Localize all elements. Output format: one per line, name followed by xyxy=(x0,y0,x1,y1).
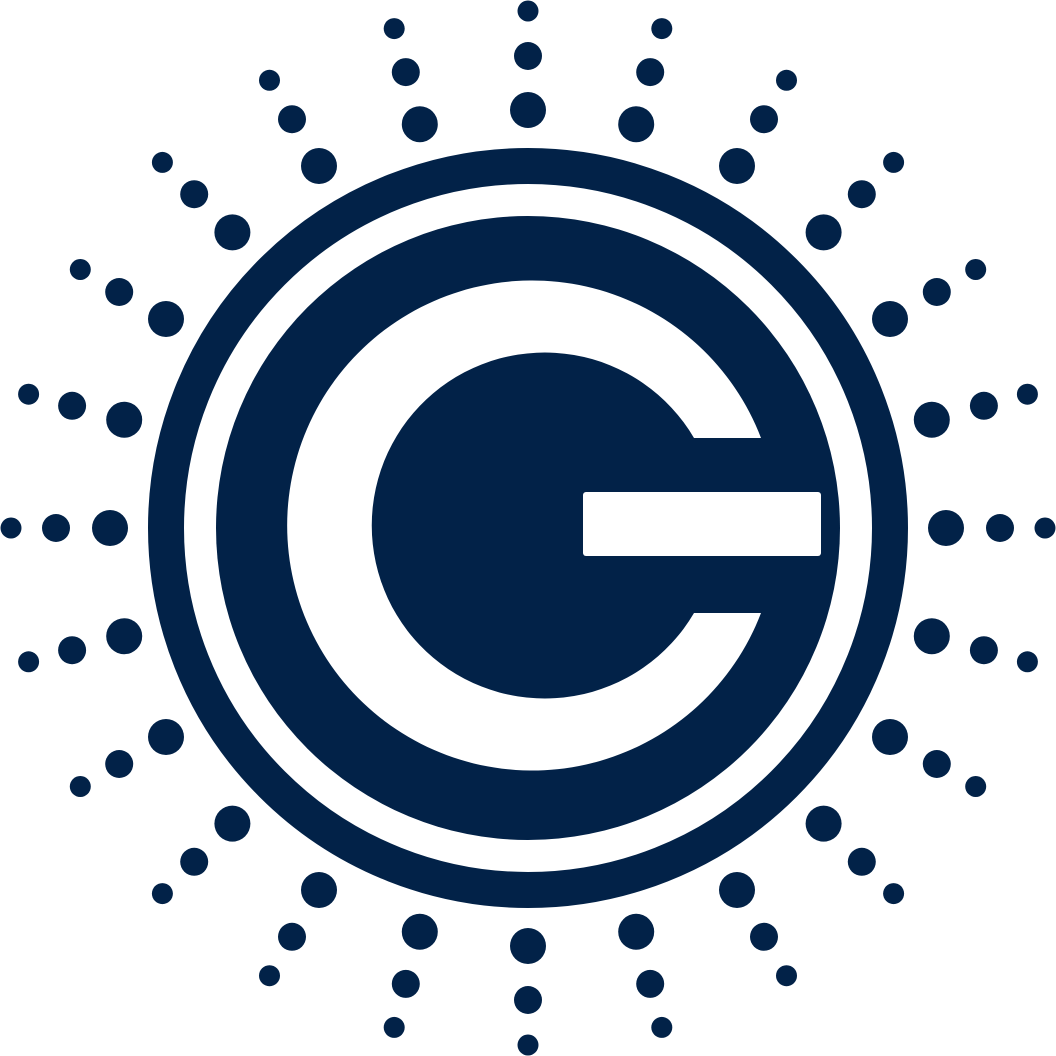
ray-dot xyxy=(0,517,22,539)
ray-dot xyxy=(106,401,143,438)
ray-dot xyxy=(618,913,655,950)
ray-dot xyxy=(872,301,908,337)
ray-dot xyxy=(401,913,438,950)
ray-dot xyxy=(383,18,405,40)
ray-dot xyxy=(517,0,539,22)
ray-dot xyxy=(148,719,184,755)
ray-dot xyxy=(301,148,337,184)
ray-dot xyxy=(278,922,306,951)
g-crossbar xyxy=(583,492,821,556)
ray-dot xyxy=(883,883,905,905)
ray-dot xyxy=(872,719,908,755)
ray-dot xyxy=(719,872,755,908)
ray-dot xyxy=(180,847,209,876)
ray-dot xyxy=(180,180,209,209)
ray-dot xyxy=(148,301,184,337)
ray-dot xyxy=(651,18,673,40)
ray-dot xyxy=(750,922,778,951)
ray-dot xyxy=(913,401,950,438)
ray-dot xyxy=(1016,651,1038,673)
ray-dot xyxy=(847,180,876,209)
ray-dot xyxy=(69,259,91,280)
ray-dot xyxy=(922,750,951,778)
ray-dot xyxy=(106,618,143,655)
ray-dot xyxy=(805,805,842,842)
ray-dot xyxy=(514,986,542,1014)
ray-dot xyxy=(214,805,251,842)
ray-dot xyxy=(618,106,655,143)
ray-dot xyxy=(776,69,797,91)
ray-dot xyxy=(514,42,542,70)
ray-dot xyxy=(636,58,665,87)
ray-dot xyxy=(1034,517,1056,539)
ray-dot xyxy=(928,510,964,546)
ray-dot xyxy=(969,636,998,665)
ray-dot xyxy=(651,1016,673,1038)
ray-dot xyxy=(278,105,306,134)
ray-dot xyxy=(965,259,987,280)
ray-dot xyxy=(776,965,797,987)
outer-ring xyxy=(148,148,908,908)
ray-dot xyxy=(214,214,251,251)
ray-dot xyxy=(883,151,905,173)
ray-dot xyxy=(151,151,173,173)
ray-dot xyxy=(58,636,87,665)
ray-dot xyxy=(1016,383,1038,405)
ray-dot xyxy=(259,69,280,91)
ray-dot xyxy=(391,969,420,998)
ray-dot xyxy=(391,58,420,87)
ray-dot xyxy=(58,391,87,420)
ray-dot xyxy=(913,618,950,655)
ray-dot xyxy=(69,776,91,797)
ray-dot xyxy=(969,391,998,420)
ray-dot xyxy=(986,514,1014,542)
ray-dot xyxy=(510,92,546,128)
ray-dot xyxy=(383,1016,405,1038)
ray-dot xyxy=(259,965,280,987)
ray-dot xyxy=(151,883,173,905)
ray-dot xyxy=(401,106,438,143)
ray-dot xyxy=(92,510,128,546)
ray-dot xyxy=(42,514,70,542)
ray-dot xyxy=(922,278,951,306)
g-letter-white-band xyxy=(287,280,761,771)
ray-dot xyxy=(805,214,842,251)
ray-dot xyxy=(18,651,40,673)
ray-dot xyxy=(301,872,337,908)
ray-dot xyxy=(510,928,546,964)
ray-dot xyxy=(105,750,134,778)
ray-dot xyxy=(719,148,755,184)
ray-dot xyxy=(750,105,778,134)
ray-dot xyxy=(965,776,987,797)
ray-dot xyxy=(105,278,134,306)
ray-dot xyxy=(847,847,876,876)
ray-dot xyxy=(18,383,40,405)
ray-dot xyxy=(517,1034,539,1056)
ray-dot xyxy=(636,969,665,998)
